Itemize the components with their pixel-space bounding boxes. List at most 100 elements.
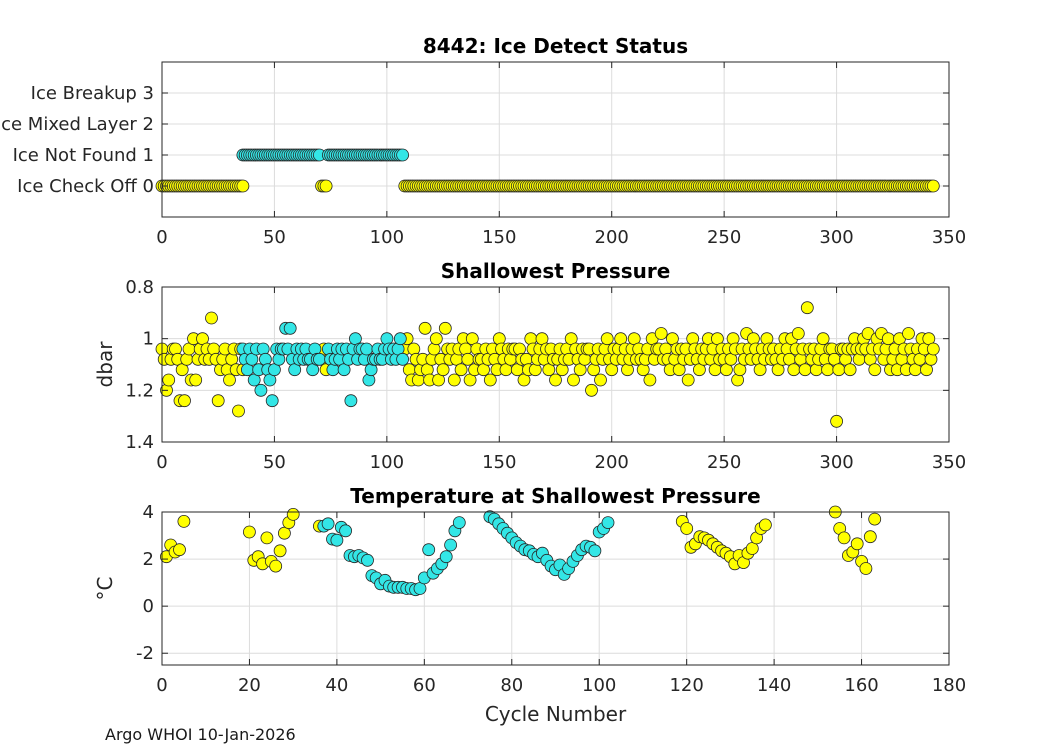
data-point-yellow: [791, 327, 805, 340]
x-tick-label: 0: [156, 452, 167, 473]
data-point-cyan: [413, 582, 427, 595]
y-tick-label: 0: [143, 596, 154, 617]
data-point-yellow: [286, 508, 300, 521]
data-point-yellow: [654, 327, 668, 340]
data-point-yellow: [524, 332, 538, 346]
x-tick-label: 100: [582, 675, 616, 696]
x-tick-label: 100: [370, 227, 404, 248]
y-tick-label: -2: [136, 643, 154, 664]
x-tick-label: 300: [819, 227, 853, 248]
data-point-cyan: [283, 321, 297, 335]
data-point-yellow: [636, 363, 650, 377]
data-point-yellow: [680, 522, 694, 535]
x-tick-label: 200: [595, 452, 629, 473]
data-point-yellow: [621, 363, 634, 377]
data-point-yellow: [162, 373, 176, 387]
data-point-cyan: [588, 544, 602, 558]
data-point-cyan: [396, 352, 410, 366]
data-point-cyan: [601, 516, 615, 529]
x-tick-label: 120: [669, 675, 703, 696]
data-point-yellow: [189, 373, 203, 387]
data-point-yellow: [809, 363, 823, 377]
data-point-cyan: [444, 538, 458, 552]
data-point-yellow: [600, 332, 614, 346]
data-point-yellow: [800, 301, 814, 315]
data-point-yellow: [236, 179, 250, 193]
data-point-yellow: [830, 414, 843, 428]
data-point-yellow: [760, 332, 774, 346]
data-point-cyan: [396, 148, 410, 162]
x-tick-label: 250: [707, 227, 741, 248]
axes-frame: [161, 511, 950, 666]
data-point-cyan: [361, 553, 374, 567]
data-point-yellow: [273, 544, 287, 558]
data-point-yellow: [681, 373, 695, 387]
data-point-yellow: [881, 332, 895, 346]
axes-frame: [161, 61, 950, 218]
chart-title: Temperature at Shallowest Pressure: [350, 484, 760, 508]
data-point-cyan: [393, 332, 407, 346]
axes-frame: [161, 286, 950, 443]
y-tick-label: 4: [143, 502, 154, 523]
data-point-yellow: [659, 342, 673, 356]
data-point-cyan: [439, 550, 453, 564]
x-tick-label: 100: [370, 452, 404, 473]
x-tick-label: 60: [413, 675, 436, 696]
data-point-yellow: [821, 363, 834, 377]
chart-panel-1: 0 50 100 150 200 250 300 350 Ice Check Off 0 Ice …: [0, 34, 966, 248]
data-point-yellow: [843, 363, 857, 377]
chart-panel-3: 0 20 40 60 80 100 120 140 160 180-2024Temperature…: [93, 484, 966, 726]
data-point-yellow: [223, 373, 236, 387]
data-point-cyan: [326, 363, 340, 377]
y-tick-label: Ice Not Found 1: [13, 145, 154, 166]
data-point-yellow: [837, 531, 851, 545]
data-point-yellow: [269, 559, 283, 573]
data-point-cyan: [312, 352, 326, 366]
data-point-cyan: [452, 516, 466, 529]
data-point-yellow: [211, 394, 225, 408]
x-tick-label: 20: [238, 675, 261, 696]
data-point-yellow: [438, 321, 452, 335]
data-point-yellow: [852, 352, 866, 366]
data-point-yellow: [528, 363, 542, 377]
y-tick-label: 1.2: [125, 380, 154, 401]
data-point-yellow: [587, 363, 601, 377]
data-point-yellow: [549, 373, 562, 387]
data-point-cyan: [344, 394, 358, 408]
chart-panel-2: 0 50 100 150 200 250 300 350 0.8 1 1.2 1.4 Shallowes…: [93, 259, 966, 473]
data-point-yellow: [277, 526, 291, 540]
x-tick-label: 160: [844, 675, 878, 696]
data-point-cyan: [256, 342, 270, 356]
x-axis-label: Cycle Number: [485, 702, 627, 726]
data-point-yellow: [483, 373, 497, 387]
data-point-yellow: [232, 404, 245, 418]
data-point-yellow: [429, 332, 443, 346]
y-tick-label: 0.8: [125, 277, 154, 298]
data-point-yellow: [686, 332, 700, 346]
x-tick-label: 350: [932, 227, 966, 248]
credit-text: Argo WHOI 10-Jan-2026: [105, 725, 296, 744]
data-point-yellow: [427, 342, 441, 356]
data-point-yellow: [260, 531, 274, 545]
data-point-cyan: [339, 524, 353, 538]
x-tick-label: 50: [263, 452, 286, 473]
data-point-yellow: [555, 363, 569, 377]
data-point-yellow: [798, 363, 812, 377]
data-point-yellow: [594, 373, 607, 387]
x-tick-label: 250: [707, 452, 741, 473]
y-tick-label: 2: [143, 549, 154, 570]
x-tick-label: 200: [595, 227, 629, 248]
x-tick-label: 0: [156, 227, 167, 248]
data-point-yellow: [868, 512, 882, 526]
data-point-cyan: [330, 533, 344, 547]
data-point-yellow: [418, 321, 432, 335]
data-point-cyan: [380, 332, 394, 346]
data-point-yellow: [519, 352, 533, 366]
x-tick-label: 150: [482, 452, 516, 473]
y-tick-label: 1: [143, 329, 154, 350]
data-point-yellow: [745, 542, 759, 555]
data-point-yellow: [173, 543, 186, 557]
data-point-yellow: [177, 515, 191, 528]
data-point-yellow: [585, 383, 598, 397]
